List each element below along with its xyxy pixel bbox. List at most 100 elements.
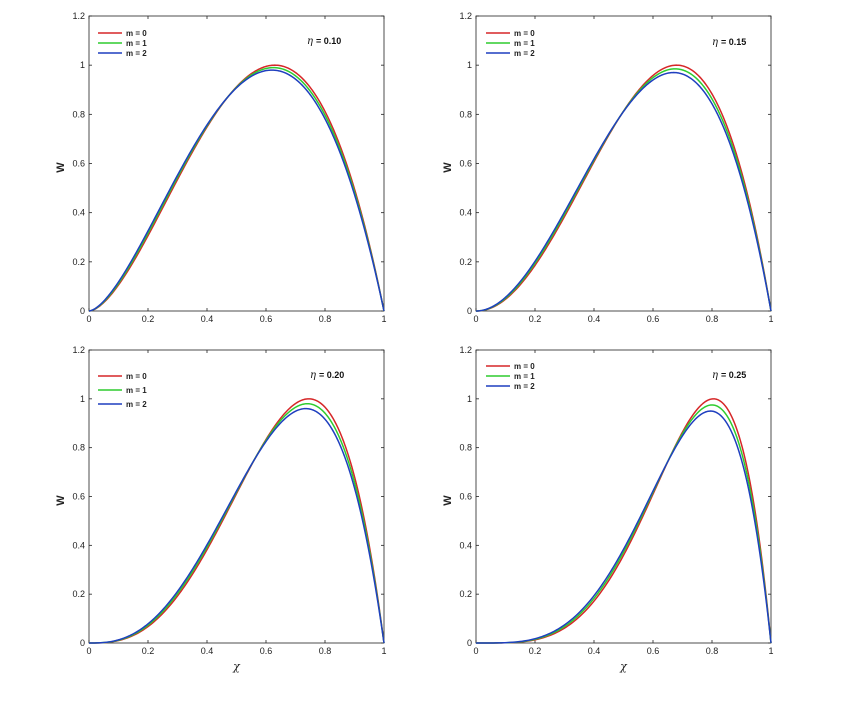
legend-label: m = 2: [126, 49, 147, 58]
x-tick-label: 0.2: [142, 646, 155, 656]
y-tick-label: 0: [467, 638, 472, 648]
eta-annotation: η = 0.15: [712, 37, 746, 48]
y-tick-label: 1: [467, 60, 472, 70]
x-axis-label: χ: [619, 660, 628, 673]
x-tick-label: 1: [768, 314, 773, 324]
legend-label: m = 2: [126, 400, 147, 409]
x-tick-label: 0.4: [588, 314, 601, 324]
legend-label: m = 1: [514, 372, 535, 381]
y-tick-label: 1.2: [72, 11, 85, 21]
x-tick-label: 0.6: [647, 314, 660, 324]
x-tick-label: 0.6: [647, 646, 660, 656]
x-tick-label: 0.6: [260, 314, 273, 324]
eta-value: = 0.10: [316, 36, 341, 46]
axes-box: [88, 15, 385, 312]
y-tick-label: 1: [467, 394, 472, 404]
y-tick-label: 0.8: [72, 443, 85, 453]
eta-value: = 0.20: [319, 370, 344, 380]
legend-label: m = 1: [126, 386, 147, 395]
x-tick-label: 0.4: [201, 646, 214, 656]
y-axis-label: W: [442, 495, 454, 506]
series-line-m1: [476, 404, 772, 644]
series-line-m0: [89, 398, 385, 644]
series-line-m2: [89, 407, 385, 644]
axes-box: [475, 15, 772, 312]
series-line-m0: [475, 64, 772, 312]
y-tick-label: 0.2: [459, 257, 472, 267]
x-tick-label: 0.8: [706, 646, 719, 656]
y-tick-label: 0.8: [459, 109, 472, 119]
x-tick-label: 0: [473, 646, 478, 656]
legend-label: m = 1: [126, 39, 147, 48]
eta-value: = 0.25: [721, 370, 746, 380]
x-tick-label: 0.8: [319, 646, 332, 656]
eta-annotation: η = 0.20: [310, 370, 344, 381]
eta-symbol: η: [712, 370, 718, 381]
panel-3: 0 0.2 0.4 0.6 0.8 1 1.2 0 0.2 0.4 0.6 0.8 1 Wχ m = 0 m …: [55, 345, 387, 673]
series-line-m2: [476, 410, 772, 644]
x-axis-label: χ: [232, 660, 241, 673]
eta-symbol: η: [712, 37, 718, 48]
y-tick-label: 0.6: [72, 492, 85, 502]
series-line-m1: [89, 402, 385, 644]
x-tick-label: 0: [86, 314, 91, 324]
x-tick-label: 0.4: [588, 646, 601, 656]
x-tick-label: 0.8: [706, 314, 719, 324]
y-tick-label: 0.2: [72, 589, 85, 599]
x-tick-label: 0: [86, 646, 91, 656]
series-line-m1: [475, 68, 772, 312]
series-line-m0: [88, 64, 385, 312]
x-tick-label: 0.2: [529, 646, 542, 656]
legend-label: m = 1: [514, 39, 535, 48]
legend-label: m = 0: [514, 29, 535, 38]
y-tick-label: 0.8: [72, 109, 85, 119]
legend-label: m = 0: [126, 29, 147, 38]
y-tick-label: 0.4: [72, 540, 85, 550]
y-tick-label: 0.2: [72, 257, 85, 267]
x-tick-label: 0.2: [142, 314, 155, 324]
y-tick-label: 0: [467, 306, 472, 316]
y-tick-label: 1.2: [459, 345, 472, 355]
series-line-m1: [88, 66, 385, 312]
y-axis-label: W: [55, 162, 67, 173]
x-tick-label: 1: [381, 314, 386, 324]
x-tick-label: 0.2: [529, 314, 542, 324]
eta-symbol: η: [310, 370, 316, 381]
series-line-m0: [476, 398, 772, 644]
panel-2: 00.20.40.60.811.20 0.2 0.4 0.6 0.8 1Wm = 0m =…: [442, 11, 774, 324]
series-line-m2: [88, 69, 385, 312]
y-tick-label: 0.4: [459, 208, 472, 218]
y-tick-label: 0: [80, 306, 85, 316]
legend-label: m = 2: [514, 49, 535, 58]
y-tick-label: 0.6: [459, 492, 472, 502]
y-tick-label: 0.4: [459, 540, 472, 550]
y-tick-label: 0.4: [72, 208, 85, 218]
y-tick-label: 0.6: [72, 159, 85, 169]
eta-value: = 0.15: [721, 37, 746, 47]
eta-symbol: η: [307, 36, 313, 47]
eta-annotation: η = 0.25: [712, 370, 746, 381]
legend-label: m = 0: [126, 372, 147, 381]
y-axis-label: W: [442, 162, 454, 173]
x-tick-label: 0: [473, 314, 478, 324]
eta-annotation: η = 0.10: [307, 36, 341, 47]
y-tick-label: 1.2: [459, 11, 472, 21]
x-tick-label: 0.6: [260, 646, 273, 656]
y-tick-label: 1: [80, 394, 85, 404]
legend-label: m = 2: [514, 382, 535, 391]
x-tick-label: 0.8: [319, 314, 332, 324]
y-tick-label: 0.8: [459, 443, 472, 453]
y-tick-label: 0: [80, 638, 85, 648]
x-tick-label: 1: [768, 646, 773, 656]
y-tick-label: 1.2: [72, 345, 85, 355]
y-tick-label: 0.2: [459, 589, 472, 599]
legend-label: m = 0: [514, 362, 535, 371]
x-tick-label: 0.4: [201, 314, 214, 324]
x-tick-label: 1: [381, 646, 386, 656]
axes-box: [475, 349, 772, 644]
series-line-m2: [475, 71, 772, 312]
y-tick-label: 0.6: [459, 159, 472, 169]
y-tick-label: 1: [80, 60, 85, 70]
